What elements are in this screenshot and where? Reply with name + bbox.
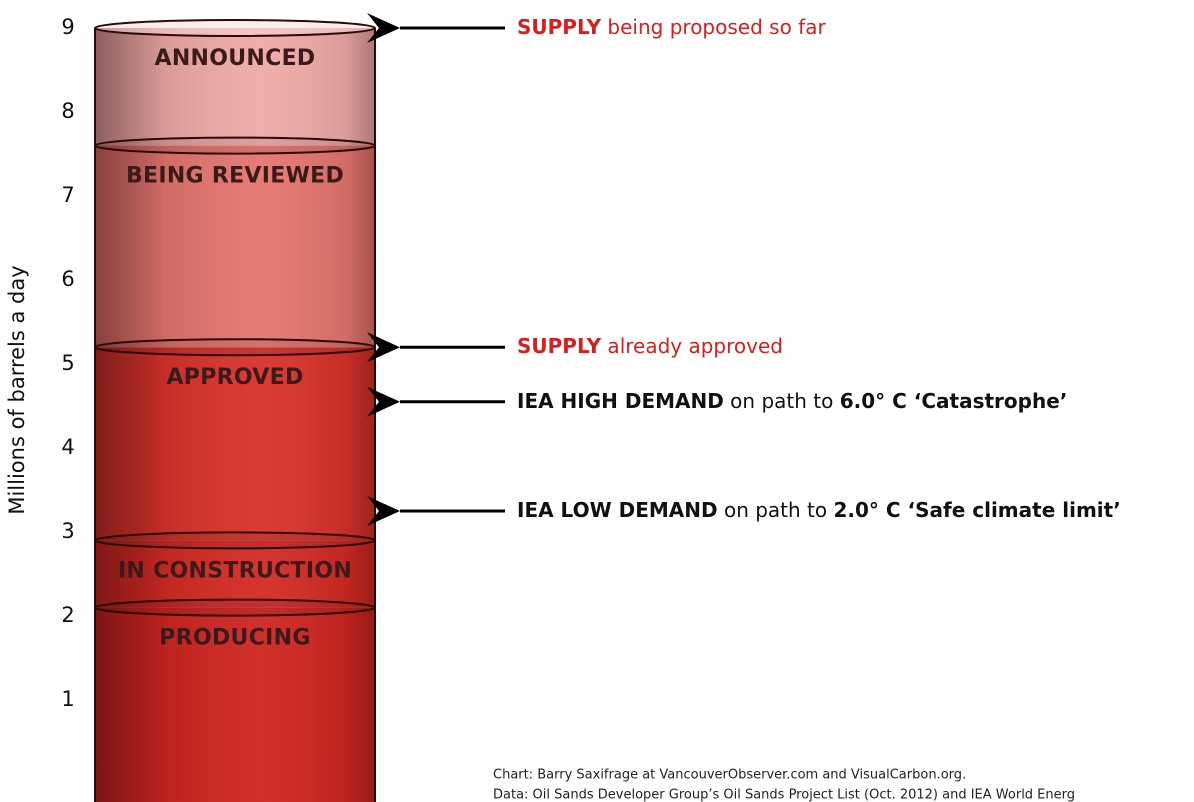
y-tick-label: 2 xyxy=(61,603,74,627)
annotation-part: on path to xyxy=(718,498,834,522)
y-tick-label: 8 xyxy=(61,99,74,123)
y-tick-label: 7 xyxy=(61,183,74,207)
y-tick-label: 9 xyxy=(61,15,74,39)
annotation: SUPPLY already approved xyxy=(517,334,783,358)
annotation-part: IEA LOW DEMAND xyxy=(517,498,718,522)
cylinder-rim xyxy=(95,20,375,36)
segment-label: IN CONSTRUCTION xyxy=(118,558,352,583)
y-tick-label: 1 xyxy=(61,687,74,711)
cylinder-rim xyxy=(95,138,375,154)
annotation-part: already approved xyxy=(601,334,783,358)
source: Data: Oil Sands Developer Group’s Oil Sa… xyxy=(493,788,1075,802)
segment-label: PRODUCING xyxy=(159,626,310,651)
annotation: IEA LOW DEMAND on path to 2.0° C ‘Safe c… xyxy=(517,498,1121,522)
segment-label: APPROVED xyxy=(166,365,303,390)
annotation-part: SUPPLY xyxy=(517,334,602,358)
y-tick-label: 6 xyxy=(61,267,74,291)
annotation-part: 2.0° C ‘Safe climate limit’ xyxy=(833,498,1120,522)
annotation-part: SUPPLY xyxy=(517,15,602,39)
cylinder-rim xyxy=(95,339,375,355)
y-tick-label: 5 xyxy=(61,351,74,375)
annotation-part: on path to xyxy=(724,388,840,412)
cylinder-rim xyxy=(95,600,375,616)
chart: Millions of barrels a day PRODUCING IN CO… xyxy=(0,0,1194,802)
cylinder-rim xyxy=(95,532,375,548)
segment-label: BEING REVIEWED xyxy=(126,164,344,189)
annotation-part: 6.0° C ‘Catastrophe’ xyxy=(840,388,1068,412)
y-tick-label: 3 xyxy=(61,519,74,543)
annotation-part: IEA HIGH DEMAND xyxy=(517,388,724,412)
annotation: SUPPLY being proposed so far xyxy=(517,15,826,39)
segment-label: ANNOUNCED xyxy=(155,46,316,71)
annotation-part: being proposed so far xyxy=(601,15,826,39)
y-tick-label: 4 xyxy=(61,435,74,459)
source: Chart: Barry Saxifrage at VancouverObser… xyxy=(493,768,966,783)
y-axis-title: Millions of barrels a day xyxy=(5,265,29,514)
annotation: IEA HIGH DEMAND on path to 6.0° C ‘Catas… xyxy=(517,388,1067,412)
